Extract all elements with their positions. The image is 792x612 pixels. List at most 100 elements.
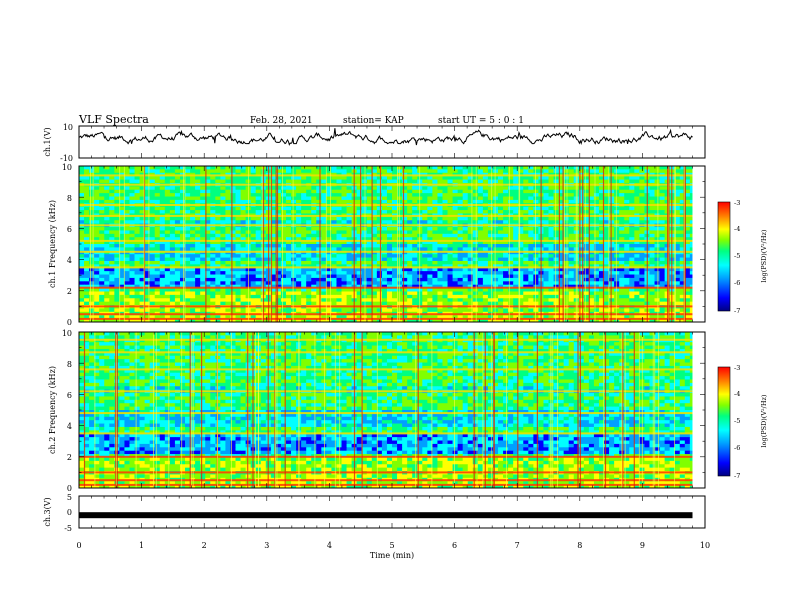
spectrogram-cell <box>275 240 282 245</box>
spectrogram-cell <box>593 216 600 221</box>
spectrogram-cell <box>190 271 196 275</box>
spectrogram-cell <box>397 240 403 245</box>
spectrogram-cell <box>225 189 231 194</box>
spectrogram-cell <box>679 186 686 191</box>
spectrogram-cell <box>169 281 176 286</box>
spectrogram-cell <box>563 264 570 269</box>
spectrogram-cell <box>371 277 378 282</box>
spectrogram-cell <box>366 176 373 180</box>
spectrogram-cell <box>452 193 459 197</box>
spectrogram-cell <box>604 220 610 225</box>
spectrogram-cell <box>649 216 655 221</box>
spectrogram-cell <box>89 274 95 279</box>
spectrogram-cell <box>316 237 322 242</box>
spectrogram-cell <box>427 196 433 201</box>
spectrogram-cell <box>412 277 418 282</box>
spectrogram-cell <box>114 196 120 201</box>
spectrogram-cell <box>270 271 277 275</box>
spectrogram-cell <box>619 227 625 231</box>
spectrogram-cell <box>250 189 257 194</box>
spectrogram-cell <box>457 274 464 279</box>
spectrogram-cell <box>311 277 317 282</box>
spectrogram-cell <box>397 176 403 180</box>
spectrogram-cell <box>301 247 307 252</box>
spectrogram-cell <box>427 233 433 238</box>
spectrogram-cell <box>392 233 398 238</box>
spectrogram-cell <box>114 298 120 303</box>
spectrogram-cell <box>588 179 595 184</box>
spectrogram-cell <box>528 244 534 248</box>
spectrogram-cell <box>109 240 115 245</box>
spectrogram-cell <box>548 288 554 292</box>
spectrogram-cell <box>250 237 257 242</box>
spectrogram-cell <box>614 189 620 194</box>
spectrogram-cell <box>341 220 347 225</box>
spectrogram-cell <box>624 284 630 289</box>
spectrogram-cell <box>205 298 211 303</box>
spectrogram-cell <box>230 267 236 272</box>
spectrogram-cell <box>296 193 302 197</box>
spectrogram-cell <box>563 271 570 275</box>
spectrogram-cell <box>235 206 241 211</box>
spectrogram-cell <box>528 240 534 245</box>
spectrogram-cell <box>659 257 666 262</box>
spectrogram-cell <box>371 193 378 197</box>
spectrogram-cell <box>588 176 595 180</box>
spectrogram-cell <box>654 220 660 225</box>
spectrogram-cell <box>195 230 201 235</box>
spectrogram-cell <box>467 186 474 191</box>
spectrogram-cell <box>508 210 514 214</box>
spectrogram-cell <box>185 284 191 289</box>
spectrogram-cell <box>210 254 216 258</box>
spectrogram-cell <box>639 267 645 272</box>
spectrogram-cell <box>659 291 666 296</box>
spectrogram-cell <box>326 291 332 296</box>
spectrogram-cell <box>558 189 565 194</box>
spectrogram-cell <box>235 216 241 221</box>
spectrogram-cell <box>679 199 686 204</box>
spectrogram-cell <box>533 257 539 262</box>
spectrogram-cell <box>407 264 413 269</box>
spectrogram-cell <box>270 260 277 265</box>
spectrogram-cell <box>336 288 342 292</box>
spectrogram-cell <box>634 196 640 201</box>
spectrogram-cell <box>437 176 443 180</box>
spectrogram-cell <box>674 257 681 262</box>
spectrogram-cell <box>432 264 438 269</box>
spectrogram-cell <box>371 230 378 235</box>
spectrogram-cell <box>280 291 287 296</box>
spectrogram-cell <box>609 186 615 191</box>
spectrogram-cell <box>548 284 554 289</box>
spectrogram-cell <box>477 186 484 191</box>
spectrogram-cell <box>124 186 130 191</box>
spectrogram-cell <box>174 233 181 238</box>
spectrogram-cell <box>452 257 459 262</box>
spectrogram-cell <box>99 169 105 174</box>
spectrogram-cell <box>558 179 565 184</box>
spectrogram-cell <box>366 166 373 170</box>
spectrogram-cell <box>200 196 206 201</box>
spectrogram-cell <box>240 244 246 248</box>
spectrogram-cell <box>104 288 110 292</box>
spectrogram-cell <box>230 298 236 303</box>
spectrogram-cell <box>296 230 302 235</box>
spectrogram-cell <box>432 210 438 214</box>
spectrogram-cell <box>498 186 504 191</box>
spectrogram-cell <box>144 281 151 286</box>
spectrogram-cell <box>528 169 534 174</box>
spectrogram-cell <box>422 230 428 235</box>
spectrogram-cell <box>114 277 120 282</box>
spectrogram-cell <box>79 244 85 248</box>
spectrogram-cell <box>447 284 453 289</box>
spectrogram-cell <box>174 230 181 235</box>
spectrogram-cell <box>311 210 317 214</box>
spectrogram-cell <box>427 244 433 248</box>
spectrogram-cell <box>402 166 408 170</box>
spectrogram-cell <box>482 216 489 221</box>
spectrogram-cell <box>220 233 226 238</box>
spectrogram-cell <box>568 227 575 231</box>
spectrogram-cell <box>614 274 620 279</box>
spectrogram-cell <box>185 206 191 211</box>
spectrogram-cell <box>321 166 327 170</box>
spectrogram-cell <box>376 176 383 180</box>
